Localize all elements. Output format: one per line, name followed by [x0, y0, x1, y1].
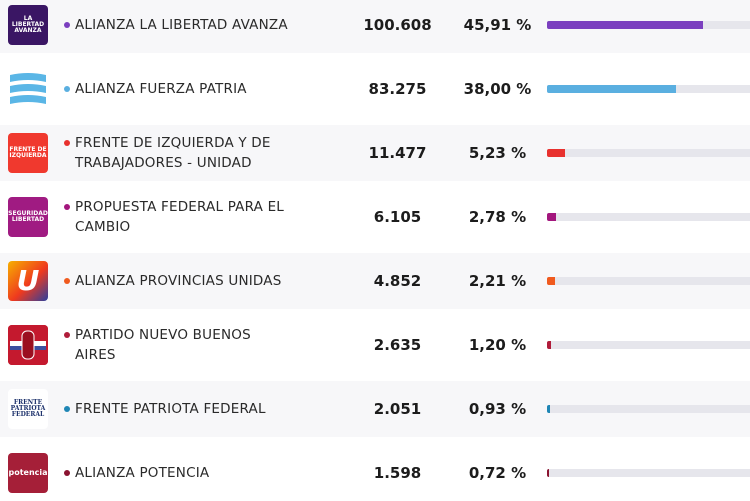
progress-bar	[547, 149, 750, 157]
party-logo	[8, 69, 48, 109]
party-row: ALIANZA FUERZA PATRIA 83.275 38,00 %	[0, 61, 750, 117]
color-dot-icon	[64, 204, 70, 210]
color-dot-icon	[64, 470, 70, 476]
vote-count: 1.598	[373, 464, 422, 482]
party-row: SEGURIDAD LIBERTAD PROPUESTA FEDERAL PARA…	[0, 189, 750, 245]
logo-text: LA LIBERTAD AVANZA	[11, 14, 45, 35]
party-name: FRENTE PATRIOTA FEDERAL	[75, 401, 266, 417]
progress-bar	[547, 341, 750, 349]
party-row: LA LIBERTAD AVANZA ALIANZA LA LIBERTAD AV…	[0, 0, 750, 53]
party-logo: potencia	[8, 453, 48, 493]
vote-percent: 0,93 %	[468, 400, 527, 418]
party-logo: U	[8, 261, 48, 301]
progress-fill	[547, 149, 565, 157]
color-dot-icon	[64, 22, 70, 28]
vote-count: 4.852	[373, 272, 422, 290]
party-row: FRENTE DE IZQUIERDA FRENTE DE IZQUIERDA Y…	[0, 125, 750, 181]
vote-percent: 38,00 %	[463, 80, 532, 98]
vote-count: 2.051	[373, 400, 422, 418]
party-name: ALIANZA FUERZA PATRIA	[75, 81, 247, 97]
progress-bar	[547, 277, 750, 285]
color-dot-icon	[64, 332, 70, 338]
party-name-cell: FRENTE PATRIOTA FEDERAL	[64, 399, 294, 419]
progress-fill	[547, 341, 552, 349]
vote-percent: 5,23 %	[468, 144, 527, 162]
vote-count: 6.105	[373, 208, 422, 226]
vote-count: 2.635	[373, 336, 422, 354]
party-name-cell: PROPUESTA FEDERAL PARA EL CAMBIO	[64, 197, 294, 237]
party-name-cell: ALIANZA PROVINCIAS UNIDAS	[64, 271, 294, 291]
vote-percent: 2,21 %	[468, 272, 527, 290]
color-dot-icon	[64, 406, 70, 412]
party-name: FRENTE DE IZQUIERDA Y DE TRABAJADORES - …	[75, 135, 271, 171]
party-name: ALIANZA POTENCIA	[75, 465, 210, 481]
party-name: ALIANZA LA LIBERTAD AVANZA	[75, 17, 288, 33]
progress-bar	[547, 85, 750, 93]
progress-bar	[547, 405, 750, 413]
vote-percent: 1,20 %	[468, 336, 527, 354]
progress-fill	[547, 21, 704, 29]
color-dot-icon	[64, 86, 70, 92]
progress-bar	[547, 21, 750, 29]
party-row: U ALIANZA PROVINCIAS UNIDAS 4.852 2,21 %	[0, 253, 750, 309]
color-dot-icon	[64, 140, 70, 146]
vote-percent: 2,78 %	[468, 208, 527, 226]
party-name-cell: PARTIDO NUEVO BUENOS AIRES	[64, 325, 294, 365]
party-name: PARTIDO NUEVO BUENOS AIRES	[75, 327, 251, 363]
party-logo: FRENTE PATRIOTA FEDERAL	[8, 389, 48, 429]
vote-count: 83.275	[368, 80, 427, 98]
party-row: potencia ALIANZA POTENCIA 1.598 0,72 %	[0, 445, 750, 501]
vote-percent: 45,91 %	[463, 16, 532, 34]
party-logo	[8, 325, 48, 365]
party-name: PROPUESTA FEDERAL PARA EL CAMBIO	[75, 199, 285, 235]
progress-fill	[547, 405, 551, 413]
party-logo: SEGURIDAD LIBERTAD	[8, 197, 48, 237]
party-name-cell: ALIANZA LA LIBERTAD AVANZA	[64, 15, 294, 35]
progress-fill	[547, 85, 677, 93]
color-dot-icon	[64, 278, 70, 284]
party-logo: FRENTE DE IZQUIERDA	[8, 133, 48, 173]
progress-bar	[547, 213, 750, 221]
logo-text: SEGURIDAD LIBERTAD	[8, 209, 48, 223]
progress-fill	[547, 469, 550, 477]
progress-bar	[547, 469, 750, 477]
vote-percent: 0,72 %	[468, 464, 527, 482]
party-name-cell: ALIANZA POTENCIA	[64, 463, 294, 483]
vote-count: 11.477	[368, 144, 427, 162]
logo-text: FRENTE DE IZQUIERDA	[9, 145, 47, 159]
vote-count: 100.608	[363, 16, 432, 34]
logo-text: U	[16, 264, 40, 298]
party-name: ALIANZA PROVINCIAS UNIDAS	[75, 273, 282, 289]
logo-text: FRENTE PATRIOTA FEDERAL	[10, 398, 46, 419]
logo-text: potencia	[8, 467, 48, 477]
flag-logo-icon	[10, 73, 46, 104]
party-name-cell: FRENTE DE IZQUIERDA Y DE TRABAJADORES - …	[64, 133, 294, 173]
progress-fill	[547, 277, 555, 285]
party-name-cell: ALIANZA FUERZA PATRIA	[64, 79, 294, 99]
party-row: FRENTE PATRIOTA FEDERAL FRENTE PATRIOTA F…	[0, 381, 750, 437]
progress-fill	[547, 213, 557, 221]
party-row: PARTIDO NUEVO BUENOS AIRES 2.635 1,20 %	[0, 317, 750, 373]
shield-logo-icon	[8, 325, 48, 365]
party-logo: LA LIBERTAD AVANZA	[8, 5, 48, 45]
